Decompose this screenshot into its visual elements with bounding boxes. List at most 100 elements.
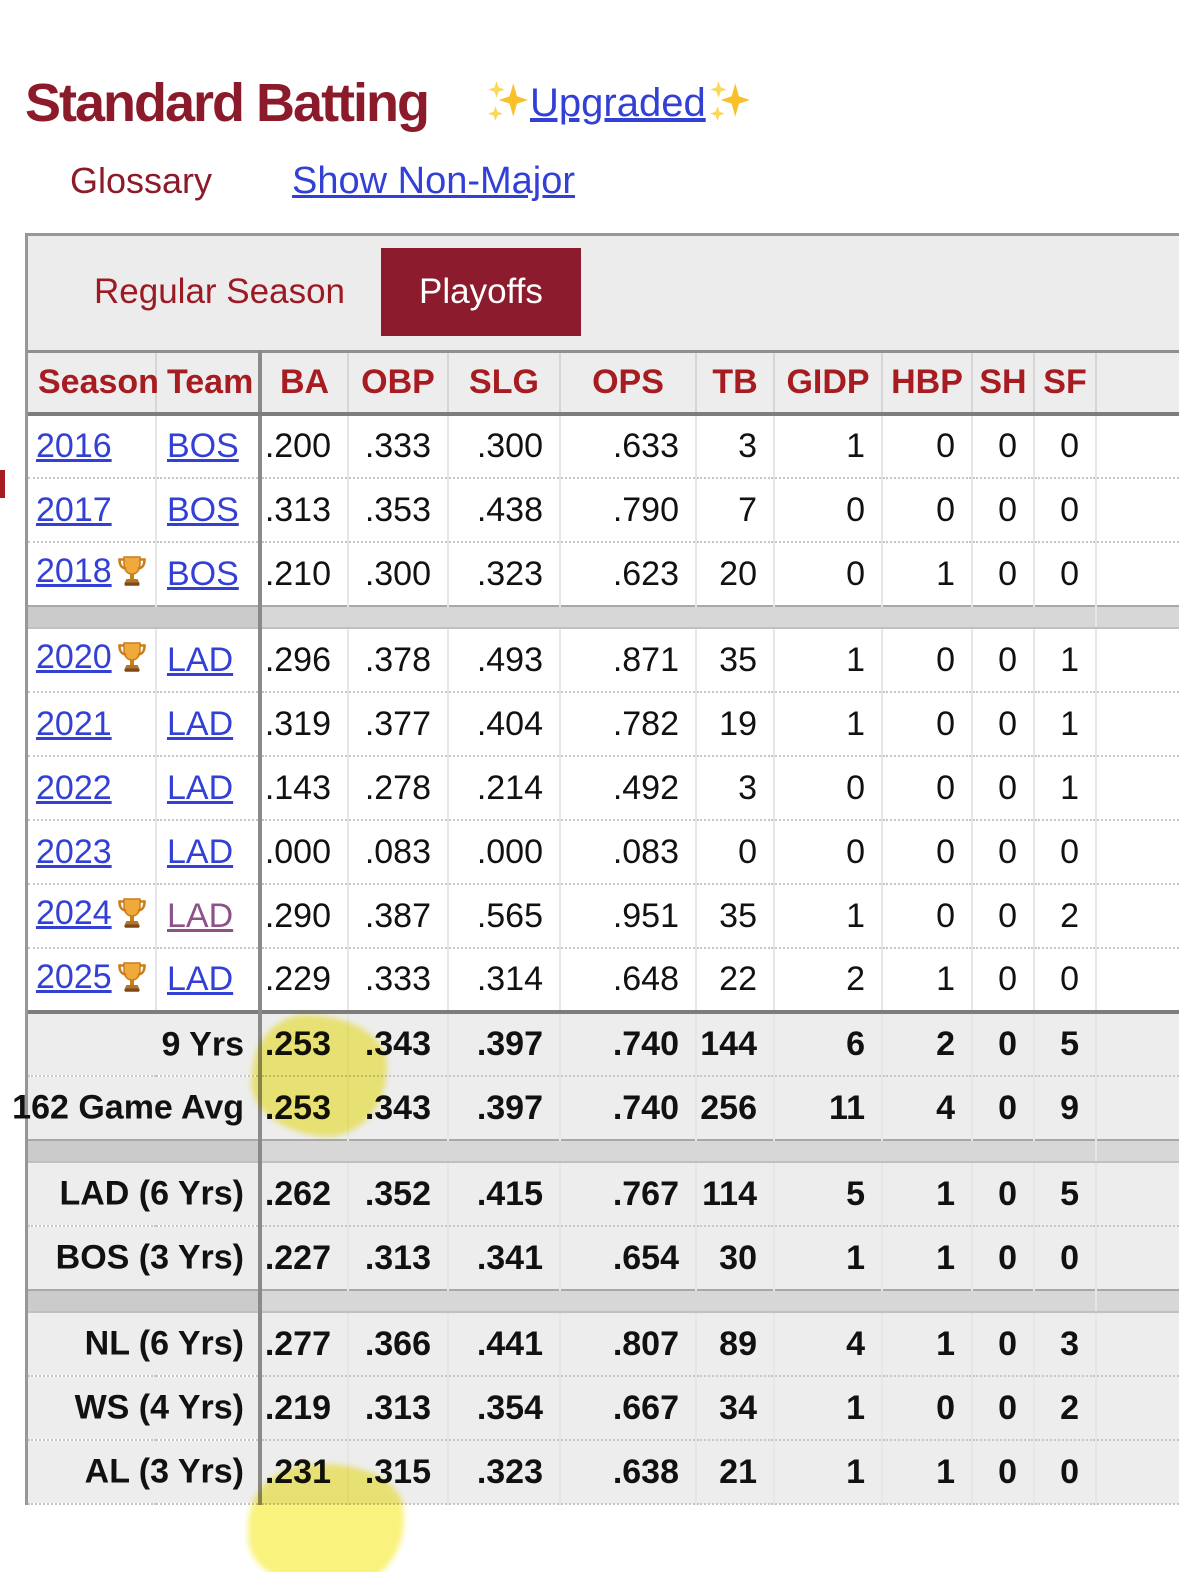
summary-label-cell: 162 Game Avg [12,1076,262,1141]
stat-obp: .083 [348,820,449,885]
stat-sh: 0 [972,1076,1035,1141]
clipped-cell [1096,1376,1179,1441]
stat-ba: .253 [260,1010,349,1077]
team-cell: LAD [156,692,262,757]
column-header-hbp[interactable]: HBP [882,351,973,416]
stat-slg: .323 [448,1440,561,1505]
stat-slg: .438 [448,478,561,543]
season-row-2023: 2023 LAD .000.083.000.083 0 0 0 0 0 [28,820,1179,885]
season-link-2021[interactable]: 2021 [36,704,112,743]
column-header-tb[interactable]: TB [696,351,775,416]
season-link-2025[interactable]: 2025 [36,957,112,996]
clipped-cell [1096,692,1179,757]
stat-sh: 0 [972,820,1035,885]
stat-gidp: 6 [774,1010,883,1077]
team-link-bos[interactable]: BOS [167,490,239,529]
stat-sf: 2 [1034,1376,1097,1441]
upgraded-wrap: Upgraded [484,79,752,128]
clipped-cell [1096,1076,1179,1141]
team-link-lad[interactable]: LAD [167,704,234,743]
stat-sf: 9 [1034,1076,1097,1141]
show-non-major-link[interactable]: Show Non-Major [292,160,576,202]
separator-band-cell [28,1289,262,1313]
team-link-lad[interactable]: LAD [167,640,234,679]
tab-playoffs[interactable]: Playoffs [381,248,581,336]
column-header-ba[interactable]: BA [260,351,349,416]
stat-obp: .315 [348,1440,449,1505]
team-link-bos[interactable]: BOS [167,427,239,465]
column-header-team[interactable]: Team [156,351,262,416]
team-link-lad[interactable]: LAD [167,960,234,998]
stat-tb: 22 [696,948,775,1013]
glossary-link[interactable]: Glossary [70,160,213,201]
stat-tb: 89 [696,1312,775,1377]
tab-bar: Regular Season Playoffs [28,236,1179,350]
stat-sh: 0 [972,628,1035,693]
stat-hbp: 1 [882,948,973,1013]
stat-obp: .278 [348,756,449,821]
clipped-cell [1096,478,1179,543]
column-header-sh[interactable]: SH [972,351,1035,416]
stat-ba: .143 [260,756,349,821]
team-link-lad[interactable]: LAD [167,768,234,807]
stat-tb: 35 [696,628,775,693]
team-cell: LAD [156,948,262,1013]
tab-regular-season[interactable]: Regular Season [94,272,345,311]
stat-gidp: 1 [774,414,883,479]
stat-hbp: 0 [882,414,973,479]
upgraded-link[interactable]: Upgraded [530,81,706,125]
sub-header: Glossary Show Non-Major [70,160,1179,203]
stat-obp: .378 [348,628,449,693]
stat-sh: 0 [972,478,1035,543]
clipped-cell [1096,948,1179,1013]
stat-sf: 0 [1034,1226,1097,1291]
column-header-ops[interactable]: OPS [560,351,697,416]
stat-sf: 0 [1034,948,1097,1013]
team-link-lad[interactable]: LAD [167,896,234,935]
clipped-cell [1096,1010,1179,1077]
clipped-cell [1096,884,1179,949]
summary-label-cell: AL (3 Yrs) [28,1440,262,1505]
stat-tb: 34 [696,1376,775,1441]
season-link-2018[interactable]: 2018 [36,552,112,590]
stat-sf: 2 [1034,884,1097,949]
stat-obp: .313 [348,1226,449,1291]
stat-hbp: 1 [882,1162,973,1227]
column-header-gidp[interactable]: GIDP [774,351,883,416]
summary-label-cell: LAD (6 Yrs) [28,1162,262,1227]
column-header-slg[interactable]: SLG [448,351,561,416]
summary-label: NL (6 Yrs) [84,1324,244,1363]
column-header-sf[interactable]: SF [1034,351,1097,416]
season-cell: 2025 [28,948,157,1013]
season-link-2022[interactable]: 2022 [36,768,112,807]
column-header-obp[interactable]: OBP [348,351,449,416]
sparkles-icon [486,79,528,128]
stat-gidp: 5 [774,1162,883,1227]
team-link-bos[interactable]: BOS [167,554,239,593]
season-link-2023[interactable]: 2023 [36,832,112,871]
clipped-cell [1096,628,1179,693]
clipped-cell [1096,1162,1179,1227]
season-link-2020[interactable]: 2020 [36,638,112,676]
stat-gidp: 1 [774,628,883,693]
column-header-season[interactable]: Season [28,351,159,416]
page-title: Standard Batting [25,73,430,133]
team-link-lad[interactable]: LAD [167,832,234,871]
season-row-2016: 2016 BOS .200.333.300.633 3 1 0 0 0 [28,414,1179,479]
season-row-2018: 2018 BOS .210.300.323.623 20 0 1 0 0 [28,542,1179,607]
separator-band-cell [28,605,262,629]
summary-label-cell: WS (4 Yrs) [28,1376,262,1441]
stat-hbp: 0 [882,756,973,821]
separator-band [28,1289,1179,1313]
season-row-2021: 2021 LAD .319.377.404.782 19 1 0 0 1 [28,692,1179,757]
season-cell: 2020 [28,628,157,693]
stat-hbp: 0 [882,692,973,757]
season-link-2017[interactable]: 2017 [36,490,112,529]
season-link-2024[interactable]: 2024 [36,894,112,932]
season-cell: 2021 [28,692,157,757]
season-link-2016[interactable]: 2016 [36,427,112,465]
stat-slg: .415 [448,1162,561,1227]
stat-obp: .313 [348,1376,449,1441]
stat-sf: 0 [1034,820,1097,885]
separator-band-cell [260,1289,1097,1313]
